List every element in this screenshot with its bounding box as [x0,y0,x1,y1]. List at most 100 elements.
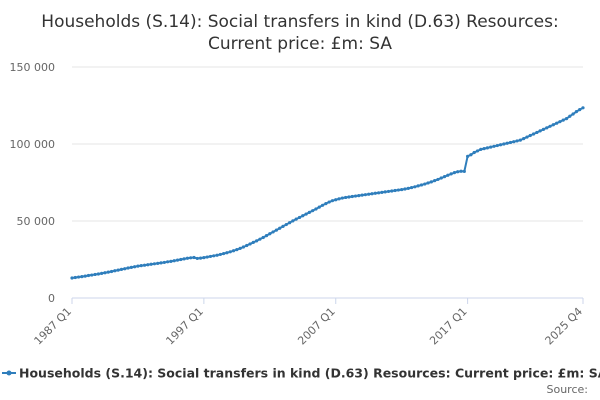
data-point[interactable] [192,255,196,260]
data-point[interactable] [515,139,519,143]
data-point[interactable] [182,257,186,261]
data-point[interactable] [70,276,74,280]
data-point[interactable] [472,150,476,155]
data-point[interactable] [505,141,509,145]
data-point[interactable] [93,272,97,277]
data-point[interactable] [416,184,420,188]
data-point[interactable] [446,173,450,177]
data-point[interactable] [90,273,94,277]
data-point[interactable] [100,271,104,275]
data-point[interactable] [334,198,338,202]
series-line[interactable] [71,106,584,279]
data-point[interactable] [357,193,361,198]
data-point[interactable] [287,221,292,225]
data-point[interactable] [370,192,374,196]
data-point[interactable] [96,272,100,276]
data-point[interactable] [179,257,183,262]
data-point[interactable] [76,275,81,279]
legend[interactable]: Households (S.14): Social transfers in k… [2,366,600,381]
data-point[interactable] [126,266,130,270]
data-point[interactable] [327,200,331,204]
data-point[interactable] [462,169,466,174]
data-point[interactable] [541,127,546,131]
data-point[interactable] [367,192,371,196]
data-point[interactable] [152,262,157,266]
data-point[interactable] [156,261,160,265]
data-point[interactable] [281,224,285,228]
data-point[interactable] [469,153,473,157]
data-point[interactable] [264,234,269,238]
data-point[interactable] [116,268,120,272]
data-point[interactable] [522,137,526,141]
data-point[interactable] [297,215,302,220]
data-point[interactable] [202,256,206,260]
data-point[interactable] [383,190,387,194]
data-point[interactable] [396,188,400,192]
data-point[interactable] [363,193,368,197]
data-point[interactable] [136,264,140,268]
data-point[interactable] [268,232,272,236]
data-point[interactable] [284,222,288,227]
data-point[interactable] [568,114,572,118]
data-point[interactable] [225,251,229,255]
data-point[interactable] [548,124,552,128]
data-point[interactable] [508,140,513,145]
data-point[interactable] [347,195,351,199]
data-point[interactable] [278,226,282,230]
data-point[interactable] [169,259,173,263]
data-point[interactable] [558,120,562,124]
data-point[interactable] [245,243,249,248]
data-point[interactable] [442,175,447,179]
data-point[interactable] [198,256,203,260]
data-point[interactable] [360,193,364,197]
data-point[interactable] [429,180,433,184]
data-point[interactable] [208,254,213,259]
data-point[interactable] [228,250,232,254]
data-point[interactable] [449,172,453,176]
data-point[interactable] [545,126,549,130]
data-point[interactable] [485,146,489,150]
data-point[interactable] [423,182,427,186]
data-point[interactable] [479,147,483,151]
data-point[interactable] [251,240,255,245]
data-point[interactable] [393,188,397,193]
data-point[interactable] [571,112,575,116]
data-point[interactable] [189,256,193,260]
data-point[interactable] [222,252,226,256]
data-point[interactable] [330,199,335,203]
data-point[interactable] [525,135,529,139]
data-point[interactable] [133,265,137,269]
data-point[interactable] [255,239,259,243]
data-point[interactable] [307,210,311,214]
data-point[interactable] [337,197,341,201]
data-point[interactable] [314,207,318,211]
data-point[interactable] [271,230,275,234]
data-point[interactable] [436,177,440,182]
data-point[interactable] [301,214,305,218]
data-point[interactable] [113,269,117,273]
data-point[interactable] [482,147,486,151]
data-point[interactable] [426,181,430,185]
data-point[interactable] [373,191,377,195]
data-point[interactable] [274,228,278,232]
data-point[interactable] [139,264,143,268]
data-point[interactable] [386,189,391,194]
data-point[interactable] [495,143,499,148]
data-point[interactable] [172,259,176,263]
data-point[interactable] [159,261,163,265]
data-point[interactable] [518,138,522,142]
data-point[interactable] [578,108,582,112]
data-point[interactable] [304,212,308,216]
data-point[interactable] [238,246,242,251]
data-point[interactable] [149,262,153,266]
data-point[interactable] [317,205,321,209]
data-point[interactable] [531,132,536,136]
data-point[interactable] [258,237,262,241]
data-point[interactable] [142,263,147,267]
data-point[interactable] [528,133,532,138]
data-point[interactable] [564,116,569,121]
data-point[interactable] [231,249,236,253]
data-point[interactable] [86,273,91,278]
data-point[interactable] [109,269,114,274]
data-point[interactable] [555,121,559,125]
